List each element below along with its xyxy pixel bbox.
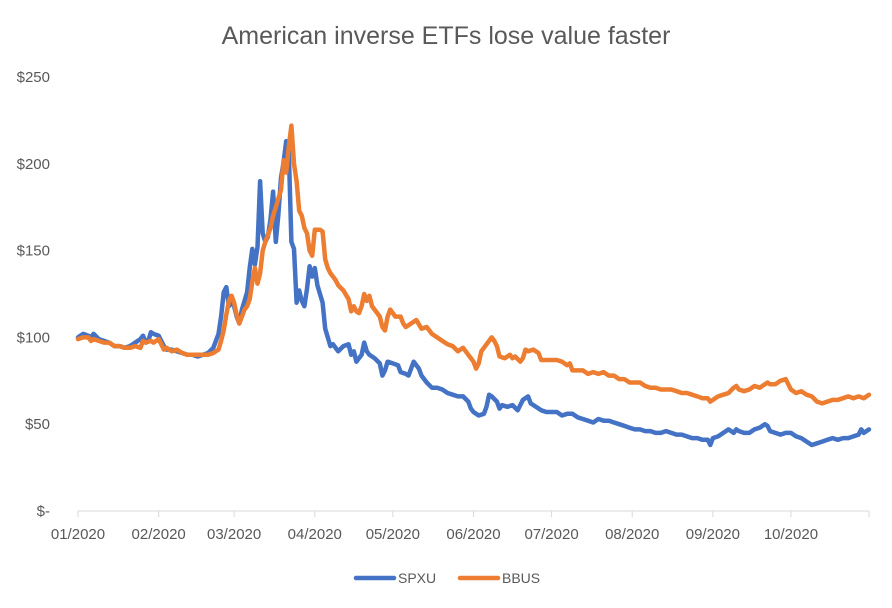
x-tick-label: 03/2020 bbox=[207, 526, 261, 543]
legend-label-spxu: SPXU bbox=[398, 570, 436, 586]
x-axis-ticks: 01/2020 02/2020 03/2020 04/2020 05/2020 06/20… bbox=[51, 511, 870, 543]
y-tick-label: $250 bbox=[17, 69, 50, 86]
y-tick-label: $- bbox=[37, 503, 50, 520]
x-tick-label: 08/2020 bbox=[605, 526, 659, 543]
x-tick-label: 09/2020 bbox=[686, 526, 740, 543]
chart-title: American inverse ETFs lose value faster bbox=[222, 22, 671, 50]
y-tick-label: $50 bbox=[25, 416, 50, 433]
series-layer bbox=[75, 123, 872, 448]
y-axis-ticks: $- $50 $100 $150 $200 $250 bbox=[17, 69, 50, 520]
x-tick-label: 02/2020 bbox=[132, 526, 186, 543]
x-tick-label: 07/2020 bbox=[524, 526, 578, 543]
x-tick-label: 10/2020 bbox=[764, 526, 818, 543]
x-tick-label: 05/2020 bbox=[366, 526, 420, 543]
legend-label-bbus: BBUS bbox=[502, 570, 540, 586]
series-line-spxu bbox=[75, 138, 872, 448]
y-tick-label: $100 bbox=[17, 329, 50, 346]
y-tick-label: $150 bbox=[17, 243, 50, 260]
x-tick-label: 04/2020 bbox=[288, 526, 342, 543]
series-line-bbus bbox=[75, 123, 872, 406]
x-tick-label: 01/2020 bbox=[51, 526, 105, 543]
x-tick-label: 06/2020 bbox=[446, 526, 500, 543]
y-tick-label: $200 bbox=[17, 156, 50, 173]
legend: SPXU BBUS bbox=[353, 570, 540, 586]
